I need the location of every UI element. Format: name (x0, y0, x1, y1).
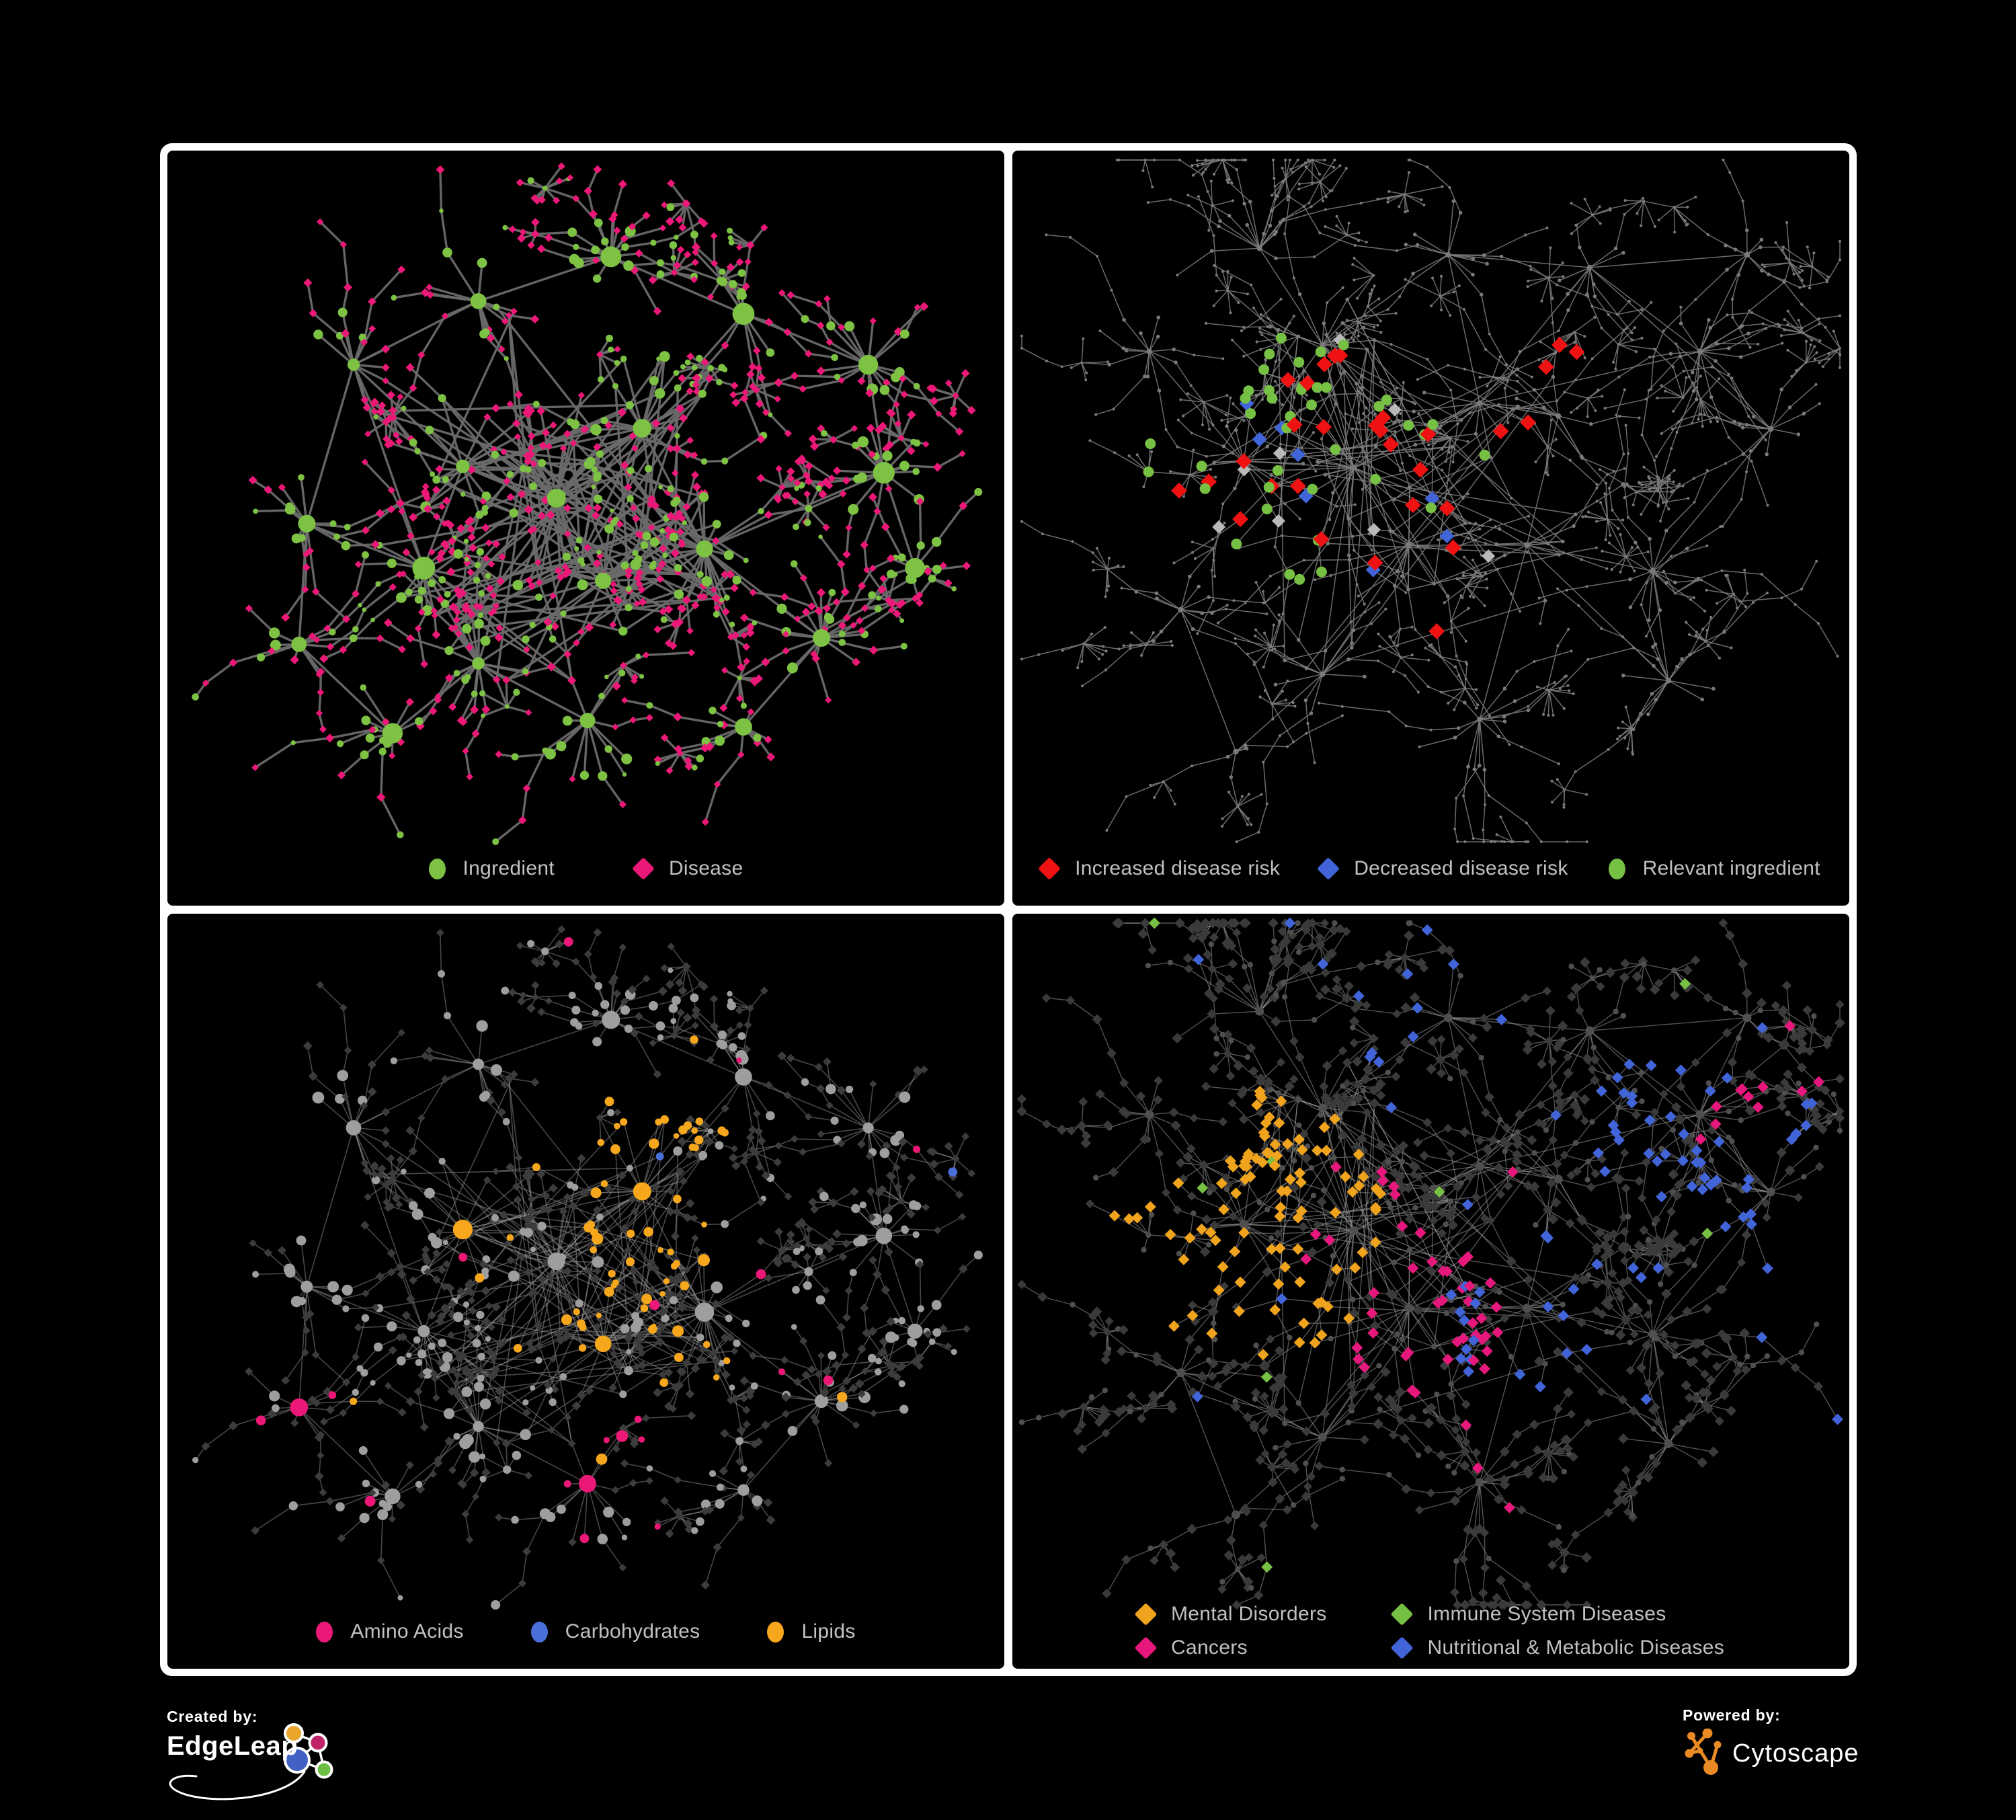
disease-diamond-icon (631, 857, 655, 880)
legend-label: Relevant ingredient (1642, 857, 1820, 879)
legend-item: Cancers (1134, 1636, 1327, 1659)
legend-item: Nutritional & Metabolic Diseases (1390, 1636, 1724, 1659)
legend-label: Mental Disorders (1171, 1603, 1327, 1625)
panel-grid: Ingredient Disease Increased disease ris… (160, 143, 1857, 1676)
ingredient-circle-icon (428, 858, 446, 879)
legend-item: Carbohydrates (530, 1620, 700, 1643)
powered-by-label: Powered by: (1683, 1706, 1781, 1724)
legend-label: Decreased disease risk (1354, 857, 1568, 879)
powered-by-block: Powered by: Cytoscape (1683, 1706, 1859, 1778)
legend-item: Ingredient (428, 857, 555, 880)
legend-label: Ingredient (462, 857, 555, 879)
legend-label: Carbohydrates (565, 1620, 700, 1643)
carbohydrates-circle-icon (530, 1621, 548, 1643)
nutritional-metabolic-diamond-icon (1390, 1636, 1414, 1659)
amino-acids-circle-icon (316, 1621, 333, 1643)
legend-item: Increased disease risk (1038, 857, 1281, 880)
increased-risk-diamond-icon (1038, 857, 1061, 880)
legend-label: Disease (668, 857, 743, 879)
relevant-ingredient-circle-icon (1608, 858, 1625, 879)
network-disease-risk (1020, 158, 1842, 844)
panel-ingredient-disease: Ingredient Disease (167, 151, 1004, 906)
legend-item: Amino Acids (316, 1620, 463, 1643)
lipids-circle-icon (767, 1621, 784, 1643)
legend-label: Increased disease risk (1075, 857, 1281, 879)
legend-item: Immune System Diseases (1390, 1603, 1724, 1626)
legend-item: Disease (631, 857, 743, 880)
cytoscape-brand: Cytoscape (1732, 1739, 1859, 1768)
network-ingredient-disease (192, 162, 983, 845)
legend: Ingredient Disease (167, 857, 1004, 880)
cancers-diamond-icon (1134, 1636, 1157, 1659)
legend-item: Mental Disorders (1134, 1603, 1327, 1626)
legend: Mental Disorders Immune System Diseases … (1134, 1603, 1724, 1659)
legend-item: Lipids (767, 1620, 855, 1643)
cytoscape-logo-icon (1685, 1729, 1722, 1775)
network-nutrient-classes (192, 925, 983, 1610)
legend-label: Cancers (1171, 1636, 1248, 1659)
edgeleap-brand: EdgeLeap (167, 1731, 298, 1761)
network-disease-categories (1016, 917, 1845, 1610)
legend-label: Lipids (801, 1620, 856, 1643)
panel-disease-risk: Increased disease risk Decreased disease… (1012, 151, 1849, 906)
created-by-block: Created by: EdgeLeap (167, 1708, 395, 1815)
legend-item: Relevant ingredient (1608, 857, 1820, 880)
legend-item: Decreased disease risk (1317, 857, 1568, 880)
legend-label: Immune System Diseases (1427, 1603, 1666, 1625)
edgeleap-logo-icon (169, 1723, 333, 1801)
immune-system-diamond-icon (1390, 1603, 1414, 1626)
mental-disorders-diamond-icon (1134, 1603, 1157, 1626)
panel-nutrient-classes: Amino Acids Carbohydrates Lipids (167, 914, 1004, 1669)
legend: Amino Acids Carbohydrates Lipids (167, 1620, 1004, 1643)
decreased-risk-diamond-icon (1317, 857, 1340, 880)
legend-label: Nutritional & Metabolic Diseases (1427, 1636, 1724, 1659)
legend-label: Amino Acids (350, 1620, 464, 1643)
created-by-label: Created by: (167, 1708, 258, 1725)
legend: Increased disease risk Decreased disease… (1012, 857, 1849, 880)
panel-disease-categories: Mental Disorders Immune System Diseases … (1012, 914, 1849, 1669)
